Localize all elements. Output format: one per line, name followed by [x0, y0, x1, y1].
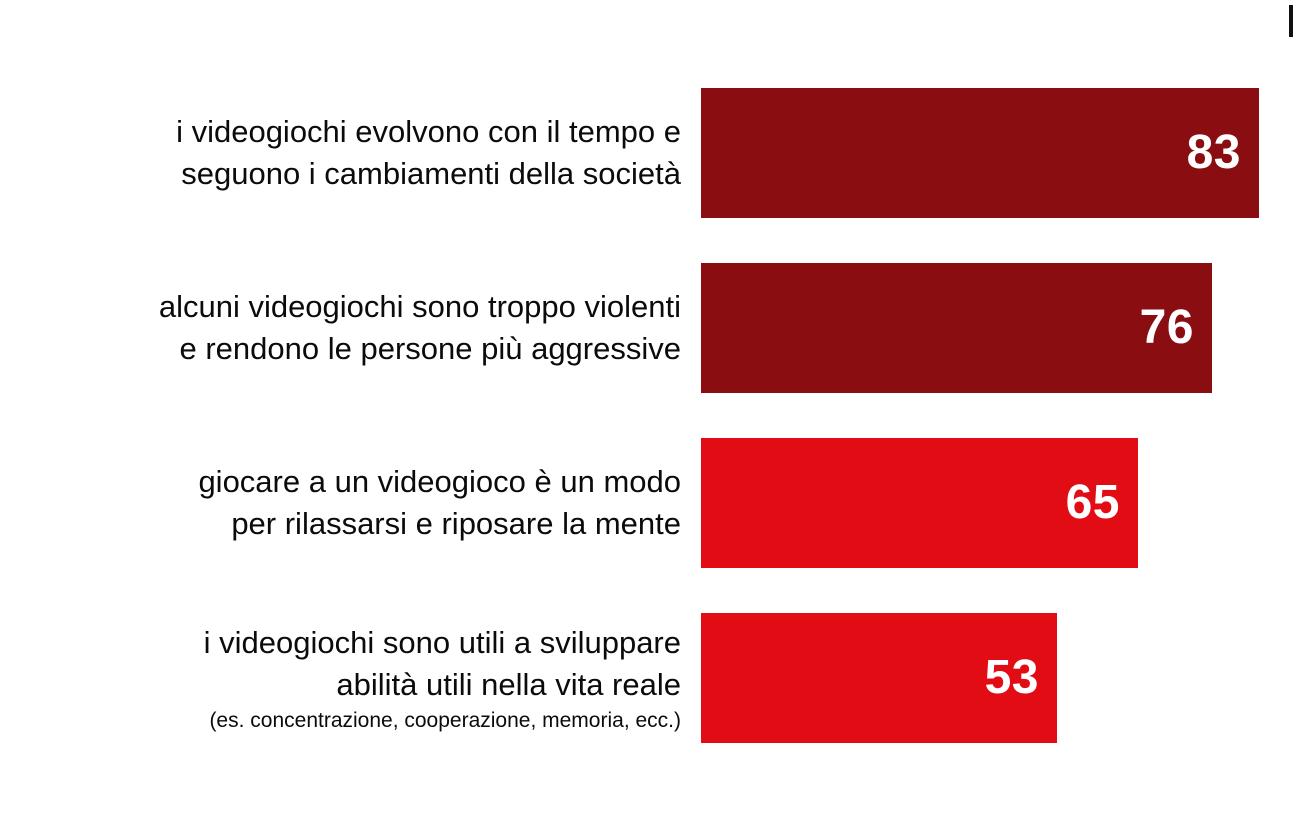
bar: 65	[701, 438, 1138, 568]
bar-row: alcuni videogiochi sono troppo violenti e…	[0, 263, 1294, 393]
category-label-line: alcuni videogiochi sono troppo violenti	[158, 289, 681, 324]
bar-row: i videogiochi evolvono con il tempo e seg…	[0, 88, 1294, 218]
category-label-line: e rendono le persone più aggressive	[179, 331, 681, 366]
bar-row: i videogiochi sono utili a sviluppare abi…	[0, 613, 1294, 743]
bar-row: giocare a un videogioco è un modo per ril…	[0, 438, 1294, 568]
bar: 53	[701, 613, 1057, 743]
bar-value-label: 83	[1186, 126, 1241, 179]
category-label: i videogiochi evolvono con il tempo e seg…	[0, 88, 681, 218]
bar: 76	[701, 263, 1212, 393]
category-label: i videogiochi sono utili a sviluppare abi…	[0, 613, 681, 743]
category-label-line: i videogiochi sono utili a sviluppare	[203, 624, 681, 660]
category-label-line: i videogiochi evolvono con il tempo e	[176, 114, 681, 149]
bar-value-label: 53	[984, 651, 1039, 704]
category-label-line: per rilassarsi e riposare la mente	[231, 506, 681, 541]
clipped-edge-glyph	[1289, 5, 1293, 37]
category-label-line: giocare a un videogioco è un modo	[198, 464, 681, 499]
category-sublabel: (es. concentrazione, cooperazione, memor…	[209, 708, 681, 732]
category-label-line: abilità utili nella vita reale	[336, 666, 681, 702]
bar-value-label: 76	[1139, 301, 1194, 354]
category-label: alcuni videogiochi sono troppo violenti e…	[0, 263, 681, 393]
bar: 83	[701, 88, 1259, 218]
category-label: giocare a un videogioco è un modo per ril…	[0, 438, 681, 568]
bar-value-label: 65	[1065, 476, 1120, 529]
category-label-line: seguono i cambiamenti della società	[181, 156, 681, 191]
